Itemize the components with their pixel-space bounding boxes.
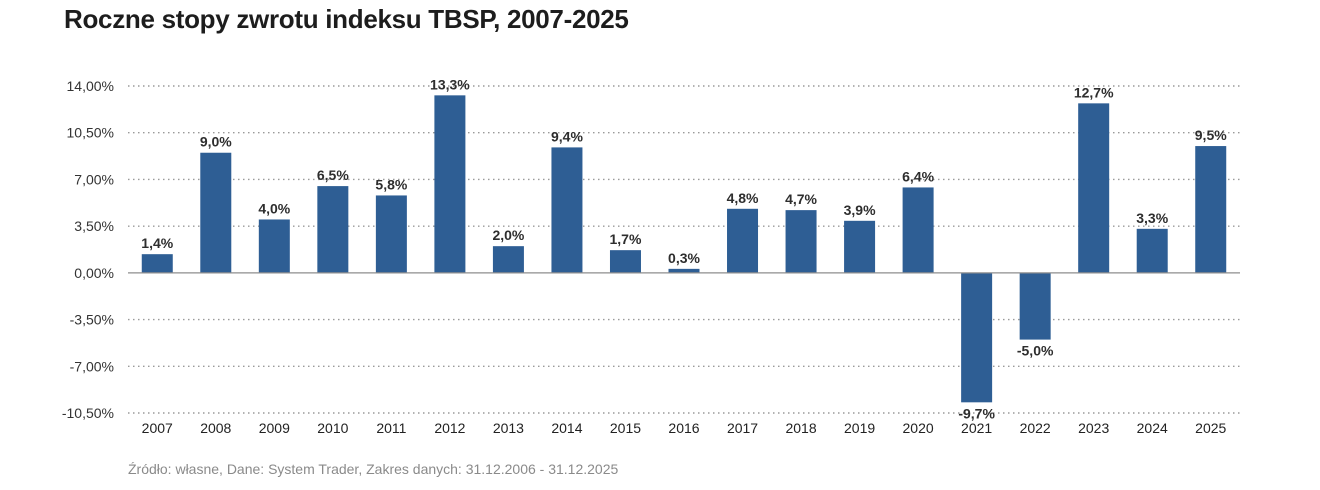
x-axis: 2007 2008 2009 2010 2011 2012 2013 2014 2015 2016…: [142, 420, 1227, 436]
data-label-2009: 4,0%: [258, 200, 290, 216]
data-label-2007: 1,4%: [141, 235, 173, 251]
y-tick-label: -7,00%: [70, 358, 114, 374]
data-label-2013: 2,0%: [492, 227, 524, 243]
x-tick-label: 2008: [200, 420, 231, 436]
data-label-2018: 4,7%: [785, 191, 817, 207]
gridlines: [128, 85, 1240, 414]
bar-2007: [141, 254, 173, 273]
data-label-2014: 9,4%: [551, 128, 583, 144]
bar-2013: [492, 246, 524, 273]
bar-2019: [844, 220, 876, 273]
y-tick-label: 0,00%: [74, 265, 114, 281]
bar-2014: [551, 147, 583, 273]
bar-2017: [727, 208, 759, 273]
data-label-2020: 6,4%: [902, 168, 934, 184]
y-tick-label: 14,00%: [67, 78, 114, 94]
x-tick-label: 2009: [259, 420, 290, 436]
data-labels: 1,4% 9,0% 4,0% 6,5% 5,8% 13,3% 2,0% 9,4% 1,7% 0,3…: [141, 76, 1227, 421]
bar-chart: 14,00% 10,50% 7,00% 3,50% 0,00% -3,50% -7,00% -…: [62, 76, 1240, 436]
bar-2015: [609, 250, 641, 273]
bars: [141, 95, 1227, 403]
data-label-2025: 9,5%: [1195, 127, 1227, 143]
x-tick-label: 2010: [317, 420, 348, 436]
source-note: Źródło: własne, Dane: System Trader, Zak…: [128, 461, 619, 477]
y-tick-label: 10,50%: [67, 125, 114, 141]
bar-2021: [961, 272, 993, 403]
data-label-2024: 3,3%: [1136, 210, 1168, 226]
x-tick-label: 2015: [610, 420, 641, 436]
bar-2011: [375, 195, 407, 273]
data-label-2021: -9,7%: [958, 405, 995, 421]
data-label-2016: 0,3%: [668, 250, 700, 266]
data-label-2010: 6,5%: [317, 167, 349, 183]
data-label-2015: 1,7%: [610, 231, 642, 247]
bar-2020: [902, 187, 934, 273]
bar-2025: [1195, 146, 1227, 273]
x-tick-label: 2024: [1137, 420, 1168, 436]
x-tick-label: 2025: [1195, 420, 1226, 436]
bar-2016: [668, 268, 700, 273]
chart-title: Roczne stopy zwrotu indeksu TBSP, 2007-2…: [64, 4, 629, 34]
y-tick-label: 3,50%: [74, 218, 114, 234]
bar-2023: [1078, 103, 1110, 273]
x-tick-label: 2017: [727, 420, 758, 436]
y-tick-label: -3,50%: [70, 312, 114, 328]
x-tick-label: 2013: [493, 420, 524, 436]
data-label-2011: 5,8%: [375, 176, 407, 192]
x-tick-label: 2011: [376, 420, 406, 436]
x-tick-label: 2012: [434, 420, 465, 436]
data-label-2019: 3,9%: [844, 202, 876, 218]
data-label-2017: 4,8%: [727, 190, 759, 206]
data-label-2008: 9,0%: [200, 134, 232, 150]
x-tick-label: 2014: [551, 420, 582, 436]
y-tick-label: -10,50%: [62, 405, 114, 421]
x-tick-label: 2020: [903, 420, 934, 436]
data-label-2023: 12,7%: [1074, 84, 1114, 100]
x-tick-label: 2023: [1078, 420, 1109, 436]
data-label-2012: 13,3%: [430, 76, 470, 92]
bar-2009: [258, 219, 290, 273]
y-tick-label: 7,00%: [74, 171, 114, 187]
bar-2012: [434, 95, 466, 273]
x-tick-label: 2019: [844, 420, 875, 436]
data-label-2022: -5,0%: [1017, 343, 1054, 359]
x-tick-label: 2022: [1020, 420, 1051, 436]
x-tick-label: 2007: [142, 420, 173, 436]
bar-2022: [1019, 272, 1051, 340]
bar-2024: [1136, 228, 1168, 273]
x-tick-label: 2018: [785, 420, 816, 436]
x-tick-label: 2016: [668, 420, 699, 436]
y-axis: 14,00% 10,50% 7,00% 3,50% 0,00% -3,50% -7,00% -…: [62, 78, 114, 421]
bar-2018: [785, 210, 817, 273]
bar-2008: [200, 152, 232, 273]
x-tick-label: 2021: [961, 420, 992, 436]
bar-2010: [317, 186, 349, 273]
